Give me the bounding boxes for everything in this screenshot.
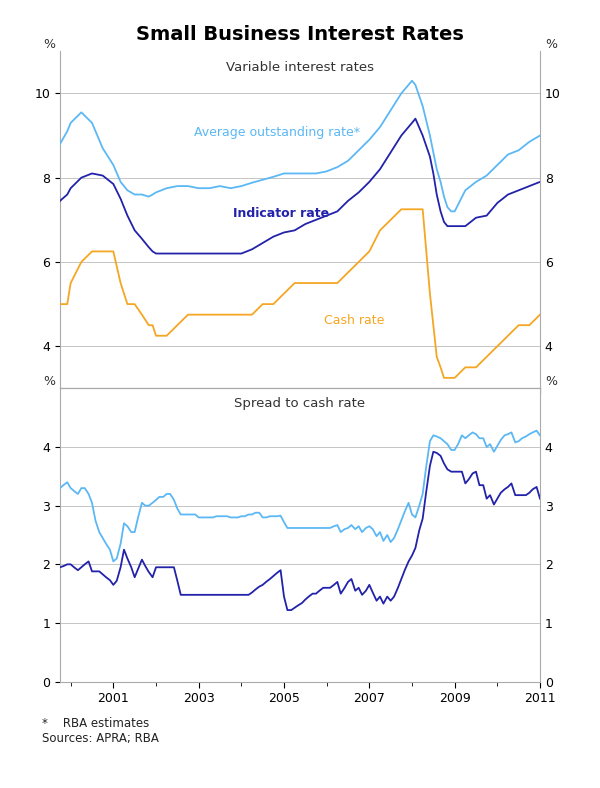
Text: %: % [43,39,55,51]
Text: %: % [43,375,55,388]
Text: *    RBA estimates
Sources: APRA; RBA: * RBA estimates Sources: APRA; RBA [42,717,159,745]
Text: Average outstanding rate*: Average outstanding rate* [194,125,361,139]
Text: Cash rate: Cash rate [324,314,385,328]
Text: Spread to cash rate: Spread to cash rate [235,397,365,411]
Text: Small Business Interest Rates: Small Business Interest Rates [136,25,464,44]
Text: Indicator rate: Indicator rate [233,206,329,220]
Text: %: % [545,375,557,388]
Text: Variable interest rates: Variable interest rates [226,61,374,74]
Text: %: % [545,39,557,51]
